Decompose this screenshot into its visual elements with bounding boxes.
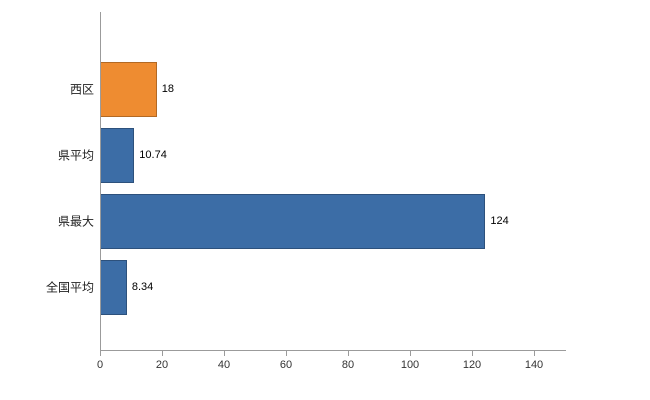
x-tick-6	[472, 351, 473, 356]
x-tick-1	[162, 351, 163, 356]
x-tick-0	[100, 351, 101, 356]
category-label-0: 西区	[69, 82, 94, 97]
category-label-3: 全国平均	[45, 280, 94, 295]
x-tick-5	[410, 351, 411, 356]
x-tick-7	[534, 351, 535, 356]
x-tick-label-6: 120	[462, 359, 482, 371]
x-tick-label-5: 100	[400, 359, 420, 371]
bar-1	[101, 127, 135, 183]
x-tick-label-4: 80	[341, 359, 355, 371]
category-label-2: 県最大	[57, 214, 94, 229]
bar-2	[101, 193, 486, 249]
category-labels: 西区県平均県最大全国平均	[0, 12, 96, 350]
bar-0	[101, 61, 157, 117]
category-label-1: 県平均	[57, 148, 94, 163]
value-label-2: 124	[490, 215, 509, 227]
plot-area: 18 10.74 124 8.34	[100, 12, 566, 351]
x-tick-3	[286, 351, 287, 356]
value-label-0: 18	[161, 83, 175, 95]
x-axis: 0 20 40 60 80 100 120 140	[96, 351, 565, 381]
x-tick-label-7: 140	[524, 359, 544, 371]
value-label-3: 8.34	[131, 281, 154, 293]
x-tick-label-1: 20	[155, 359, 169, 371]
x-tick-label-2: 40	[217, 359, 231, 371]
value-label-1: 10.74	[139, 149, 167, 161]
x-tick-label-3: 60	[279, 359, 293, 371]
x-tick-label-0: 0	[96, 359, 104, 371]
x-tick-2	[224, 351, 225, 356]
bar-3	[101, 259, 127, 315]
x-tick-4	[348, 351, 349, 356]
